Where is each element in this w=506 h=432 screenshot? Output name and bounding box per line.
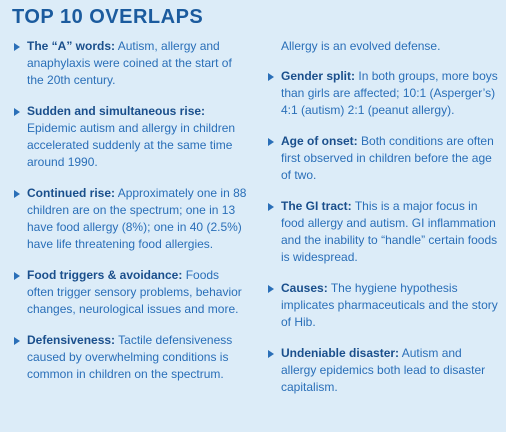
item-text: Both conditions are often first observed… [281,134,494,182]
list-item: Sudden and simultaneous rise: Epidemic a… [12,103,248,171]
item-heading: Causes: [281,281,328,295]
list-item: Defensiveness: Tactile defensiveness cau… [12,332,248,383]
right-column: Allergy is an evolved defense. Gender sp… [266,38,498,410]
list-item: Gender split: In both groups, more boys … [266,68,498,119]
item-heading: Undeniable disaster: [281,346,400,360]
item-text: The hygiene hypothesis implicates pharma… [281,281,498,329]
item-heading: The “A” words: [27,39,116,53]
list-item: Undeniable disaster: Autism and allergy … [266,345,498,396]
item-heading: Food triggers & avoidance: [27,268,183,282]
item-text: Approximately one in 88 children are on … [27,186,247,251]
item-heading: The GI tract: [281,199,352,213]
title: TOP 10 OVERLAPS [12,6,204,28]
list-item: Age of onset: Both conditions are often … [266,133,498,184]
list-item: The GI tract: This is a major focus in f… [266,198,498,266]
item-heading: Sudden and simultaneous rise: [27,104,206,118]
item-heading: Gender split: [281,69,356,83]
item-text: In both groups, more boys than girls are… [281,69,498,117]
continuation: Allergy is an evolved defense. [281,39,441,53]
item-text: Epidemic autism and allergy in children … [27,121,236,169]
list-item: Causes: The hygiene hypothesis implicate… [266,280,498,331]
item-heading: Defensiveness: [27,333,116,347]
left-column: The “A” words: Autism, allergy and anaph… [12,38,248,397]
item-heading: Age of onset: [281,134,358,148]
item-text: This is a major focus in food allergy an… [281,199,498,264]
item-text: Tactile defensiveness caused by overwhel… [27,333,233,381]
item-text: Foods often trigger sensory problems, be… [27,268,242,316]
list-item: The “A” words: Autism, allergy and anaph… [12,38,248,89]
list-item: Food triggers & avoidance: Foods often t… [12,267,248,318]
item-heading: Continued rise: [27,186,116,200]
list-item: Continued rise: Approximately one in 88 … [12,185,248,253]
item-text: Autism and allergy epidemics both lead t… [281,346,486,394]
item-text: Autism, allergy and anaphylaxis were coi… [27,39,232,87]
